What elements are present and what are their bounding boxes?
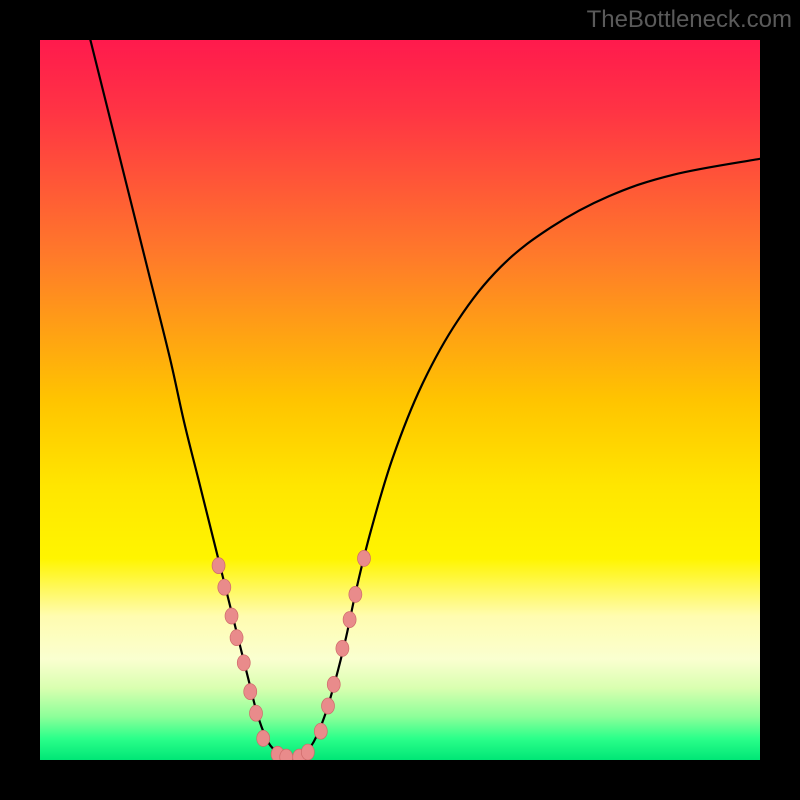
data-marker [301, 744, 314, 760]
data-marker [336, 640, 349, 656]
data-marker [322, 698, 335, 714]
curves-layer [40, 40, 760, 760]
data-marker [237, 655, 250, 671]
data-marker [358, 550, 371, 566]
data-marker [257, 730, 270, 746]
data-marker [250, 705, 263, 721]
curve-left [90, 40, 292, 759]
data-marker [349, 586, 362, 602]
data-marker [327, 676, 340, 692]
watermark-text: TheBottleneck.com [587, 6, 792, 34]
chart-container: TheBottleneck.com [0, 0, 800, 800]
data-marker [218, 579, 231, 595]
curve-right [292, 159, 760, 759]
data-marker [225, 608, 238, 624]
data-marker [314, 723, 327, 739]
data-marker [212, 558, 225, 574]
marker-group [212, 550, 370, 760]
data-marker [230, 630, 243, 646]
plot-area [40, 40, 760, 760]
data-marker [244, 684, 257, 700]
data-marker [343, 612, 356, 628]
